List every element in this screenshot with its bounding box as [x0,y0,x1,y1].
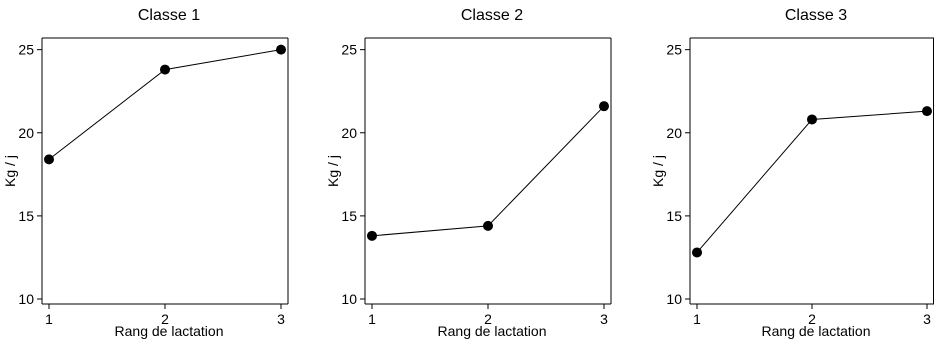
data-point [276,44,286,55]
x-axis-label: Rang de lactation [762,323,871,339]
y-tick-label: 15 [666,208,682,224]
y-tick-label: 15 [18,208,34,224]
x-tick-label: 1 [45,311,53,327]
data-point [599,101,609,112]
y-axis-label: Kg / j [2,155,18,187]
panel-1: Classe 1 10 15 20 25 1 2 3 Rang de lactation Kg /… [2,7,289,339]
chart-title: Classe 2 [461,7,523,24]
data-point [807,114,817,125]
y-tick-label: 20 [666,125,682,141]
series-line [696,110,928,253]
data-point [922,106,932,117]
x-tick-label: 2 [484,311,492,327]
y-tick-label: 10 [341,291,357,307]
x-tick-label: 3 [277,311,285,327]
y-tick-label: 25 [341,42,357,58]
panel-2: Classe 2 10 15 20 25 1 2 3 Rang de lactation Kg /… [325,7,612,339]
data-point [483,220,493,231]
x-tick-label: 2 [808,311,816,327]
y-tick-label: 25 [666,42,682,58]
y-tick-label: 20 [18,125,34,141]
series-line [371,105,605,237]
y-tick-label: 20 [341,125,357,141]
data-point [160,64,170,75]
y-tick-label: 10 [18,291,34,307]
data-point [44,154,54,165]
y-tick-label: 25 [18,42,34,58]
x-tick-label: 1 [693,311,701,327]
y-axis-label: Kg / j [325,155,341,187]
panel-3: Classe 3 10 15 20 25 1 2 3 Rang de lactation Kg /… [650,7,934,339]
x-tick-label: 3 [600,311,608,327]
y-axis-label: Kg / j [650,155,666,187]
chart-title: Classe 1 [138,7,200,24]
x-tick-label: 2 [161,311,169,327]
data-point [692,247,702,258]
y-tick-label: 15 [341,208,357,224]
x-tick-label: 3 [923,311,931,327]
x-tick-label: 1 [368,311,376,327]
x-axis-label: Rang de lactation [438,323,547,339]
data-point [367,230,377,241]
chart-title: Classe 3 [785,7,847,24]
y-tick-label: 10 [666,291,682,307]
x-axis-label: Rang de lactation [115,323,224,339]
